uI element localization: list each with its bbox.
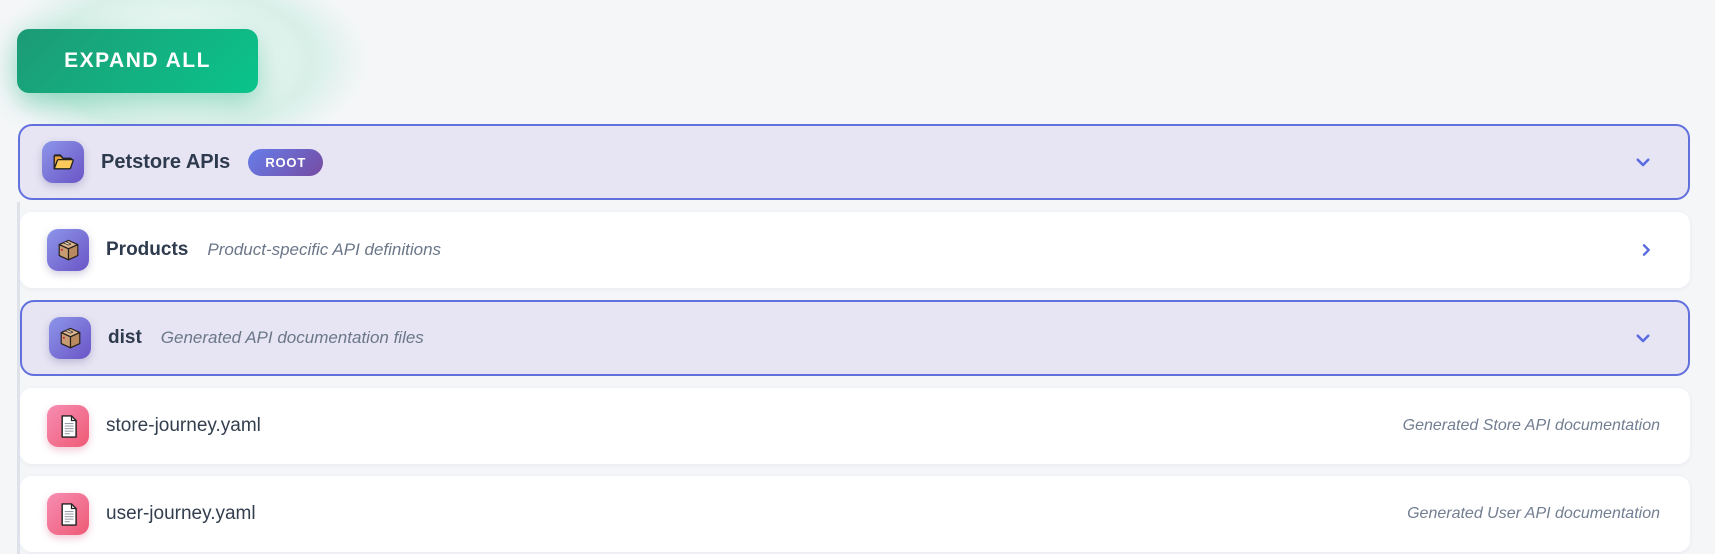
node-description: Generated Store API documentation bbox=[1402, 417, 1660, 434]
node-description: Product-specific API definitions bbox=[207, 240, 442, 259]
tree-node-store-journey-yaml[interactable]: store-journey.yaml Generated Store API d… bbox=[20, 388, 1690, 464]
file-tree: Petstore APIs ROOT Products Product-sp bbox=[17, 124, 1690, 554]
tree-node-petstore-apis[interactable]: Petstore APIs ROOT bbox=[18, 124, 1690, 200]
chevron-right-icon[interactable] bbox=[1638, 242, 1654, 258]
package-icon bbox=[47, 229, 89, 271]
node-title: dist bbox=[108, 327, 142, 348]
package-icon bbox=[49, 317, 91, 359]
root-badge: ROOT bbox=[248, 148, 324, 176]
node-description: Generated User API documentation bbox=[1407, 505, 1660, 522]
node-title: Petstore APIs bbox=[101, 150, 231, 173]
node-title: store-journey.yaml bbox=[106, 415, 261, 436]
open-folder-icon bbox=[42, 141, 84, 183]
node-title: user-journey.yaml bbox=[106, 503, 256, 524]
tree-node-products[interactable]: Products Product-specific API definition… bbox=[20, 212, 1690, 288]
indent-guide bbox=[17, 202, 20, 554]
document-icon bbox=[47, 493, 89, 535]
node-description: Generated API documentation files bbox=[160, 328, 424, 347]
node-title: Products bbox=[106, 239, 189, 260]
chevron-down-icon[interactable] bbox=[1634, 153, 1652, 171]
tree-node-dist[interactable]: dist Generated API documentation files bbox=[20, 300, 1690, 376]
tree-children: Products Product-specific API definition… bbox=[17, 202, 1690, 554]
tree-node-user-journey-yaml[interactable]: user-journey.yaml Generated User API doc… bbox=[20, 476, 1690, 552]
document-icon bbox=[47, 405, 89, 447]
chevron-down-icon[interactable] bbox=[1634, 329, 1652, 347]
expand-all-button[interactable]: EXPAND ALL bbox=[17, 29, 258, 93]
